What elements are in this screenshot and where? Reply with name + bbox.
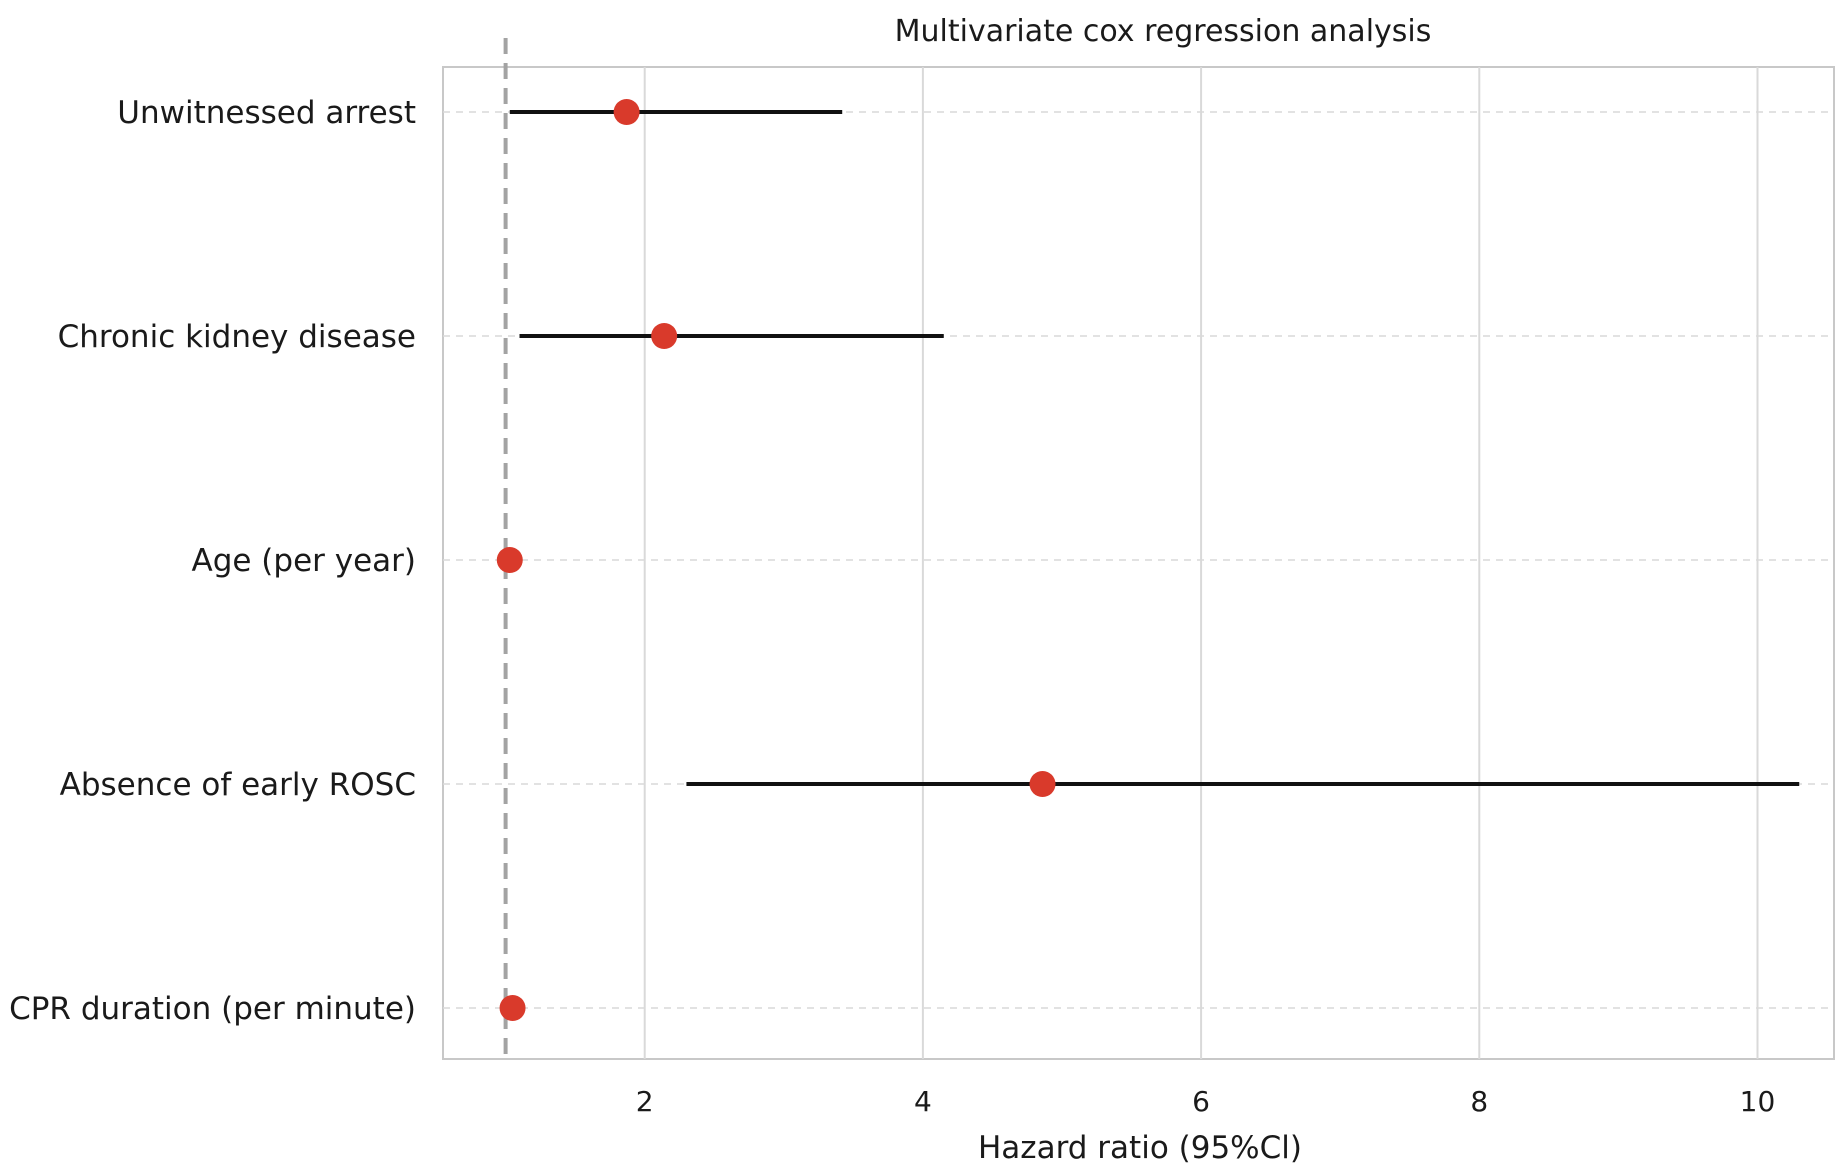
category-label: Absence of early ROSC [60,767,416,803]
category-label: Unwitnessed arrest [117,95,416,131]
point-layer [496,99,1056,1021]
x-tick-label: 10 [1740,1085,1776,1118]
x-axis-label: Hazard ratio (95%Cl) [978,1130,1302,1166]
grid-layer [443,67,1834,1059]
category-label: CPR duration (per minute) [9,991,416,1027]
category-label: Age (per year) [191,543,416,579]
hazard-ratio-point [613,99,640,125]
chart-title: Multivariate cox regression analysis [895,14,1432,49]
hazard-ratio-point [651,323,678,349]
x-tick-label: 4 [914,1085,932,1118]
x-tick-label: 6 [1192,1085,1210,1118]
category-label: Chronic kidney disease [58,319,416,355]
x-tick-label: 8 [1470,1085,1488,1118]
hazard-ratio-point [496,547,523,573]
hazard-ratio-point [499,995,526,1021]
hazard-ratio-point [1029,771,1056,797]
x-tick-labels: 2 4 6 8 10 [636,1085,1776,1118]
x-tick-label: 2 [636,1085,654,1118]
category-labels: Unwitnessed arrest Chronic kidney disease… [9,95,416,1027]
plot-frame [442,66,1835,1060]
